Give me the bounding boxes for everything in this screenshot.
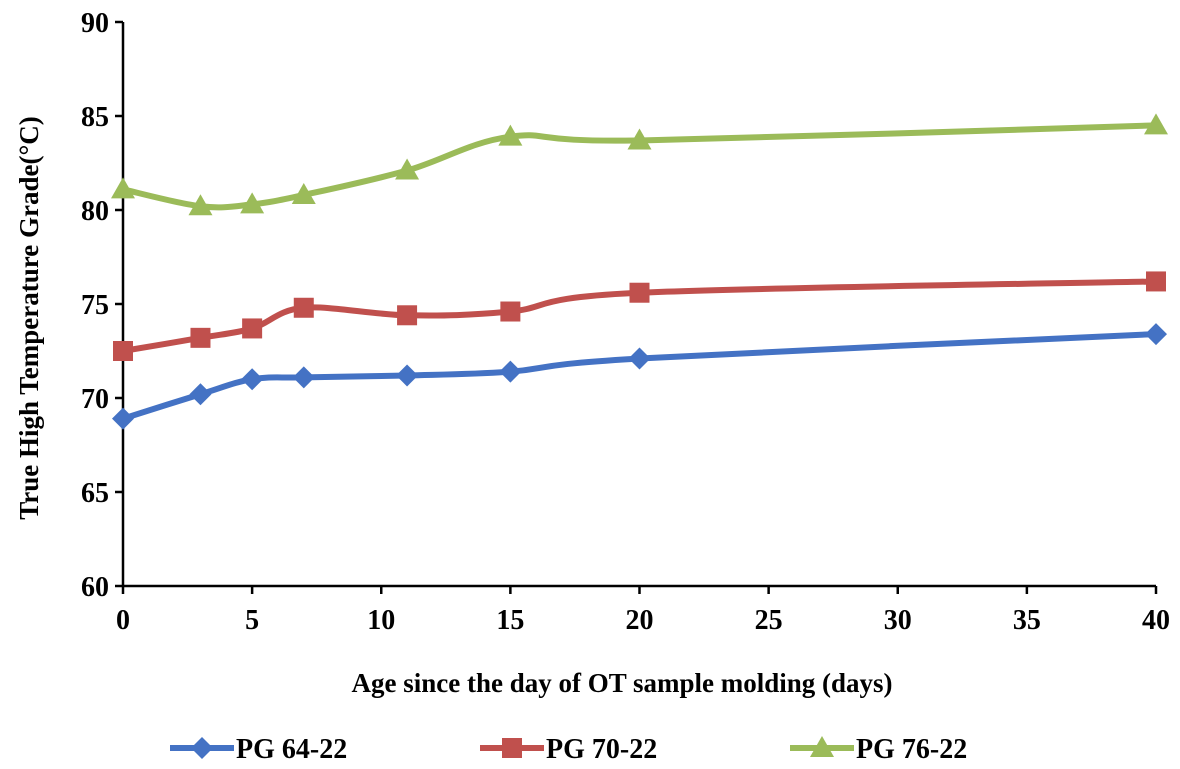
y-tick-label: 80 [81,196,109,227]
legend-label: PG 70-22 [546,734,657,765]
data-point [499,360,522,383]
x-axis-label: Age since the day of OT sample molding (… [351,668,892,698]
x-tick-label: 25 [755,605,783,636]
data-point [111,177,135,199]
data-point [1145,323,1167,346]
series-pg-70-22 [113,271,1166,361]
legend-label: PG 76-22 [856,734,967,765]
y-tick-label: 75 [81,290,109,321]
x-tick-label: 20 [626,605,654,636]
data-point [396,364,419,387]
axes: 60 65 70 75 80 85 90 0 5 10 15 20 25 30 35 40 [81,8,1170,636]
data-point [1144,113,1168,135]
y-tick-label: 65 [81,478,109,509]
data-point [240,192,265,214]
data-point [498,124,523,146]
data-point [188,194,213,216]
y-tick-label: 60 [81,572,109,603]
data-point [500,301,521,322]
legend-marker [502,738,522,758]
legend-item: PG 76-22 [790,734,967,765]
legend-marker [191,737,213,759]
data-point [397,305,418,326]
x-tick-label: 30 [884,605,912,636]
legend-label: PG 64-22 [236,734,347,765]
data-point [113,341,133,361]
data-point [291,182,316,204]
data-point [293,297,314,318]
series-line [122,122,1157,211]
x-tick-label: 10 [367,605,395,636]
data-point [242,318,263,339]
x-tick-label: 5 [245,605,259,636]
data-point [241,368,264,391]
x-tick-label: 40 [1142,605,1170,636]
series-line [122,331,1157,422]
y-axis-label: True High Temperature Grade(°C) [14,116,44,520]
data-point [112,407,134,430]
data-point [628,347,651,370]
series-pg-76-22 [111,113,1168,216]
data-point [395,158,420,180]
data-point [189,383,212,406]
x-tick-label: 15 [496,605,524,636]
legend-marker [810,736,834,757]
series-line [122,278,1157,354]
legend-item: PG 64-22 [170,734,347,765]
y-tick-label: 90 [81,8,109,39]
series-layer [111,113,1168,430]
x-tick-label: 0 [116,605,130,636]
data-point [627,128,652,150]
series-pg-64-22 [112,323,1167,430]
legend-item: PG 70-22 [480,734,657,765]
x-tick-label: 35 [1013,605,1041,636]
y-tick-label: 70 [81,384,109,415]
legend: PG 64-22 PG 70-22 PG 76-22 [170,734,967,765]
data-point [1146,271,1166,292]
y-tick-label: 85 [81,102,109,133]
data-point [629,282,650,303]
data-point [190,327,211,348]
data-point [292,366,315,389]
